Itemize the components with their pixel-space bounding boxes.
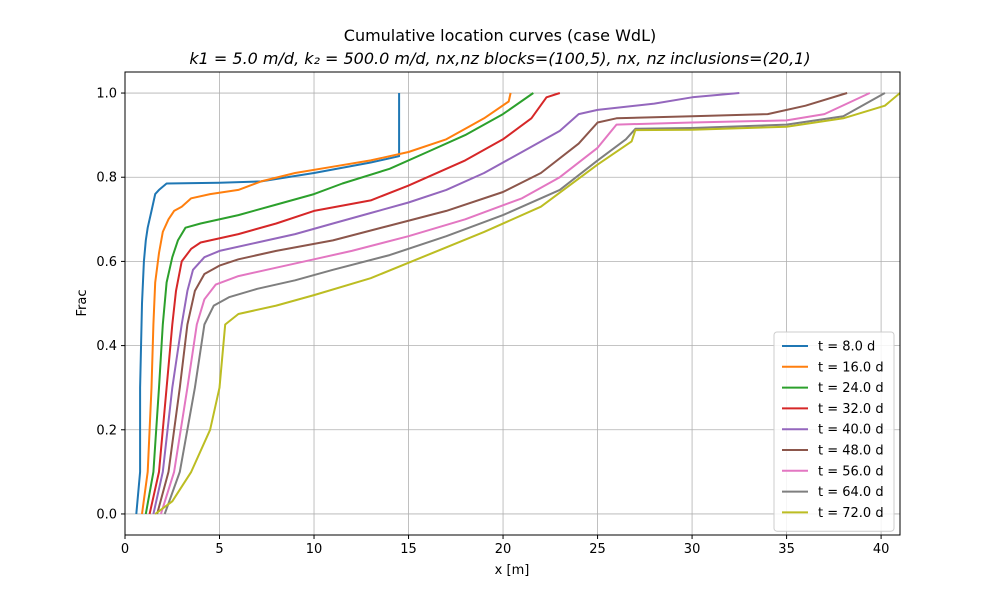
x-tick-label: 0 — [121, 542, 129, 557]
axis-ticks: 0 5 10 15 20 25 30 35 40 0.0 0.2 0.4 0.6 0.8 1.0 — [96, 87, 889, 557]
y-tick-label: 1.0 — [96, 87, 117, 102]
y-tick-label: 0.2 — [96, 423, 117, 438]
y-tick-label: 0.4 — [96, 339, 117, 354]
series-line-2 — [141, 92, 512, 515]
series-line-5 — [152, 92, 740, 515]
x-tick-label: 40 — [873, 542, 890, 557]
x-tick-label: 10 — [306, 542, 323, 557]
y-axis-label: Frac — [75, 290, 90, 317]
legend-label: t = 72.0 d — [818, 506, 884, 521]
legend: t = 8.0 d t = 16.0 d t = 24.0 d t = 32.0 d t… — [773, 331, 895, 532]
y-tick-label: 0.6 — [96, 255, 117, 270]
series-line-9 — [154, 92, 901, 515]
grid — [124, 72, 900, 535]
x-tick-label: 20 — [495, 542, 512, 557]
x-tick-label: 35 — [778, 542, 795, 557]
y-tick-label: 0.8 — [96, 171, 117, 186]
legend-label: t = 32.0 d — [818, 402, 884, 417]
chart-title: Cumulative location curves (case WdL) — [344, 26, 656, 45]
series-line-3 — [144, 92, 534, 515]
series-line-6 — [156, 92, 848, 515]
x-tick-label: 25 — [589, 542, 606, 557]
series-line-7 — [159, 92, 871, 515]
series-line-4 — [148, 92, 561, 515]
legend-label: t = 40.0 d — [818, 423, 884, 438]
plot-lines — [135, 92, 901, 515]
x-tick-label: 15 — [400, 542, 417, 557]
legend-label: t = 64.0 d — [818, 485, 884, 500]
series-line-8 — [163, 92, 886, 515]
legend-label: t = 24.0 d — [818, 381, 884, 396]
x-axis-label: x [m] — [495, 563, 530, 578]
plot-frame — [124, 71, 901, 536]
y-tick-label: 0.0 — [96, 507, 117, 522]
chart-subtitle: k1 = 5.0 m/d, k₂ = 500.0 m/d, nx,nz bloc… — [189, 49, 810, 68]
legend-box — [773, 331, 895, 532]
x-tick-label: 30 — [684, 542, 701, 557]
series-line-1 — [135, 93, 401, 515]
x-tick-label: 5 — [215, 542, 223, 557]
legend-label: t = 8.0 d — [818, 340, 875, 355]
legend-label: t = 48.0 d — [818, 444, 884, 459]
legend-label: t = 56.0 d — [818, 464, 884, 479]
legend-label: t = 16.0 d — [818, 360, 884, 375]
